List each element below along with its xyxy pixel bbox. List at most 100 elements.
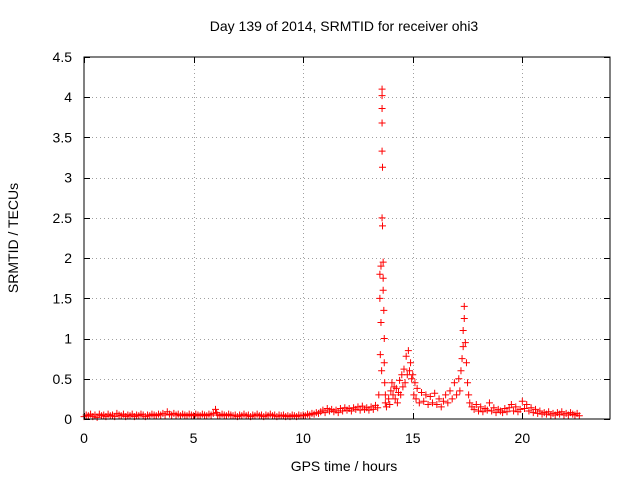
data-point bbox=[460, 314, 468, 322]
data-point bbox=[507, 401, 515, 409]
x-axis-label: GPS time / hours bbox=[291, 458, 398, 474]
data-point bbox=[409, 371, 417, 379]
data-point bbox=[381, 379, 389, 387]
data-point bbox=[379, 163, 387, 171]
data-point bbox=[334, 409, 342, 417]
data-point bbox=[407, 359, 415, 367]
data-point bbox=[397, 391, 405, 399]
data-point bbox=[404, 347, 412, 355]
data-point bbox=[456, 387, 464, 395]
data-points bbox=[80, 85, 583, 421]
data-point bbox=[380, 359, 388, 367]
x-tick-label: 5 bbox=[190, 430, 198, 446]
data-point bbox=[377, 318, 385, 326]
data-point bbox=[460, 302, 468, 310]
data-point bbox=[369, 405, 377, 413]
y-tick-label: 1 bbox=[64, 331, 72, 347]
data-point bbox=[378, 214, 386, 222]
data-point bbox=[433, 401, 441, 409]
data-point bbox=[391, 395, 399, 403]
data-point bbox=[424, 401, 432, 409]
y-tick-label: 3.5 bbox=[53, 129, 73, 145]
data-point bbox=[512, 403, 520, 411]
data-point bbox=[457, 367, 465, 375]
data-point bbox=[386, 401, 394, 409]
data-point bbox=[462, 359, 470, 367]
y-tick-label: 0.5 bbox=[53, 371, 73, 387]
data-point bbox=[212, 405, 219, 413]
data-point bbox=[503, 408, 511, 416]
data-point bbox=[439, 397, 447, 405]
y-tick-label: 4 bbox=[64, 89, 72, 105]
data-point bbox=[412, 395, 420, 403]
y-axis-label: SRMTID / TECUs bbox=[5, 183, 21, 293]
x-tick-label: 20 bbox=[515, 430, 531, 446]
y-tick-label: 2 bbox=[64, 250, 72, 266]
data-point bbox=[499, 409, 507, 417]
data-point bbox=[380, 335, 388, 343]
data-point bbox=[381, 391, 389, 399]
data-point bbox=[523, 401, 531, 409]
data-point bbox=[379, 286, 387, 294]
data-point bbox=[459, 327, 467, 335]
data-point bbox=[378, 85, 386, 93]
plot-frame bbox=[83, 56, 611, 420]
y-tick-label: 3 bbox=[64, 170, 72, 186]
data-point bbox=[464, 379, 472, 387]
data-point bbox=[393, 399, 401, 407]
data-point bbox=[465, 391, 473, 399]
data-point bbox=[459, 343, 467, 351]
data-point bbox=[415, 399, 423, 407]
data-point bbox=[450, 379, 458, 387]
y-tick-label: 1.5 bbox=[53, 290, 73, 306]
x-tick-label: 10 bbox=[295, 430, 311, 446]
data-point bbox=[376, 270, 384, 278]
data-point bbox=[446, 387, 454, 395]
data-point bbox=[475, 407, 482, 415]
data-point bbox=[521, 405, 529, 413]
y-tick-label: 0 bbox=[64, 411, 72, 427]
data-point bbox=[378, 367, 386, 375]
y-tick-label: 2.5 bbox=[53, 210, 73, 226]
data-point bbox=[396, 376, 404, 384]
data-point bbox=[455, 375, 463, 383]
data-point bbox=[422, 391, 430, 399]
data-point bbox=[527, 404, 535, 412]
y-tick-labels: 0 0.5 1 1.5 2 2.5 3 3.5 4 4.5 bbox=[53, 49, 73, 427]
data-point bbox=[411, 379, 419, 387]
data-point bbox=[378, 104, 386, 112]
data-point bbox=[531, 405, 539, 413]
data-point bbox=[399, 383, 407, 391]
data-point bbox=[428, 399, 436, 407]
data-point bbox=[374, 404, 382, 412]
data-point bbox=[378, 92, 386, 100]
data-point bbox=[379, 258, 387, 266]
data-point bbox=[477, 403, 485, 411]
data-point bbox=[510, 407, 518, 415]
data-point bbox=[437, 403, 445, 411]
data-point bbox=[402, 352, 410, 360]
data-point bbox=[387, 387, 395, 395]
data-point bbox=[392, 384, 400, 392]
x-tick-labels: 0 5 10 15 20 bbox=[80, 430, 530, 446]
x-tick-label: 15 bbox=[405, 430, 421, 446]
data-point bbox=[380, 306, 388, 314]
data-point bbox=[518, 397, 526, 405]
data-point bbox=[444, 399, 452, 407]
data-point bbox=[490, 404, 498, 412]
grid-lines bbox=[84, 57, 610, 419]
data-point bbox=[400, 365, 408, 373]
data-point bbox=[431, 389, 439, 397]
data-point bbox=[385, 395, 393, 403]
data-point bbox=[418, 388, 426, 396]
data-point bbox=[575, 412, 583, 420]
x-tick-label: 0 bbox=[80, 430, 88, 446]
data-point bbox=[448, 395, 456, 403]
data-point bbox=[470, 405, 478, 413]
data-point bbox=[413, 384, 421, 392]
data-point bbox=[408, 375, 416, 383]
data-point bbox=[426, 392, 434, 400]
data-point bbox=[378, 147, 386, 155]
data-point bbox=[442, 391, 450, 399]
